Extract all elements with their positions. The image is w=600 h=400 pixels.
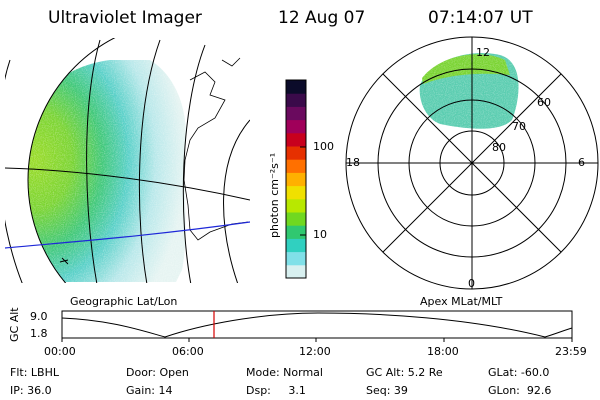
geographic-label: Geographic Lat/Lon bbox=[70, 295, 178, 308]
mlt-label-0: 0 bbox=[468, 277, 475, 290]
colorbar-segment-7 bbox=[286, 172, 306, 187]
mlt-label-18: 18 bbox=[346, 156, 360, 169]
gc-alt-curve bbox=[61, 312, 573, 338]
lat-label-60: 60 bbox=[537, 96, 551, 109]
lat-label-80: 80 bbox=[492, 141, 506, 154]
glon-status: GLon: 92.6 bbox=[488, 384, 552, 397]
glat-status: GLat: -60.0 bbox=[488, 366, 550, 379]
gc-alt-frame bbox=[61, 310, 573, 339]
instrument-title: Ultraviolet Imager bbox=[48, 8, 202, 28]
colorbar-segment-0 bbox=[286, 80, 306, 94]
coastline bbox=[183, 71, 249, 241]
seq-status: Seq: 39 bbox=[366, 384, 408, 397]
polar-plot bbox=[345, 36, 599, 290]
y-tick-label-1-8: 1.8 bbox=[30, 327, 48, 340]
x-tick-label-0000: 00:00 bbox=[44, 345, 76, 358]
colorbar-segment-2 bbox=[286, 106, 306, 121]
colorbar-frame bbox=[285, 79, 307, 279]
dsp-status: Dsp: 3.1 bbox=[246, 384, 306, 397]
coastline-north bbox=[221, 57, 241, 67]
colorbar-segment-14 bbox=[286, 264, 306, 279]
colorbar-segment-13 bbox=[286, 251, 306, 266]
colorbar-segment-3 bbox=[286, 119, 306, 134]
filter-status: Flt: LBHL bbox=[10, 366, 59, 379]
gc-alt-ylabel: GC Alt bbox=[8, 307, 21, 342]
ip-status: IP: 36.0 bbox=[10, 384, 52, 397]
lat-lon-grid bbox=[5, 38, 250, 283]
colorbar bbox=[285, 79, 307, 279]
time-label: 07:14:07 UT bbox=[428, 8, 533, 28]
colorbar-unit-label: photon cm⁻²s⁻¹ bbox=[268, 152, 281, 238]
colorbar-label-100: 100 bbox=[313, 140, 334, 153]
mode-status: Mode: Normal bbox=[246, 366, 323, 379]
apex-label: Apex MLat/MLT bbox=[420, 295, 503, 308]
mlt-label-12: 12 bbox=[476, 46, 490, 59]
x-tick-label-1800: 18:00 bbox=[427, 345, 459, 358]
colorbar-segment-9 bbox=[286, 198, 306, 213]
polar-diagonal-2 bbox=[382, 73, 562, 253]
colorbar-label-10: 10 bbox=[313, 228, 327, 241]
door-status: Door: Open bbox=[126, 366, 189, 379]
colorbar-segment-10 bbox=[286, 212, 306, 226]
lat-label-70: 70 bbox=[512, 120, 526, 133]
y-tick-label-9: 9.0 bbox=[30, 310, 48, 323]
colorbar-segment-6 bbox=[286, 159, 306, 173]
colorbar-segment-4 bbox=[286, 132, 306, 147]
date-label: 12 Aug 07 bbox=[278, 8, 366, 28]
colorbar-segment-11 bbox=[286, 225, 306, 239]
colorbar-segment-12 bbox=[286, 238, 306, 253]
orbit-track-line bbox=[5, 221, 250, 249]
colorbar-segment-8 bbox=[286, 185, 306, 200]
mlt-label-6: 6 bbox=[578, 156, 585, 169]
gc-alt-status: GC Alt: 5.2 Re bbox=[366, 366, 443, 379]
geographic-image bbox=[5, 38, 250, 283]
x-tick-label-1200: 12:00 bbox=[299, 345, 331, 358]
gc-alt-plot bbox=[61, 310, 573, 342]
x-tick-label-2359: 23:59 bbox=[555, 345, 587, 358]
colorbar-segment-5 bbox=[286, 146, 306, 160]
position-marker bbox=[59, 257, 69, 265]
colorbar-segment-1 bbox=[286, 93, 306, 107]
gain-status: Gain: 14 bbox=[126, 384, 173, 397]
x-tick-label-0600: 06:00 bbox=[172, 345, 204, 358]
